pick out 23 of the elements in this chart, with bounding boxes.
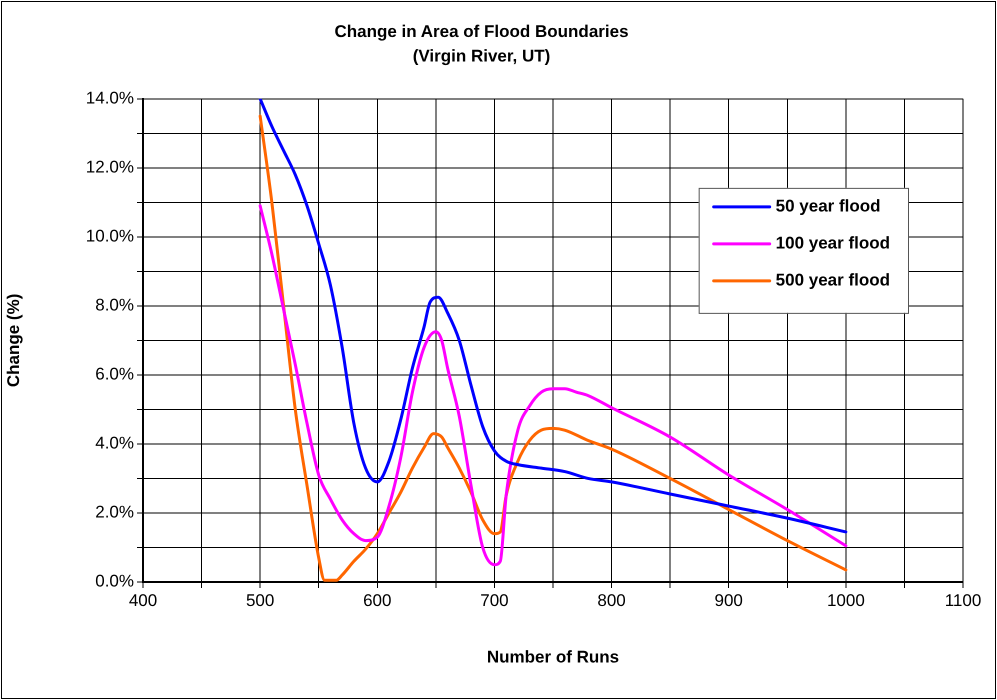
x-tick-label: 400 — [128, 590, 158, 610]
x-tick-label: 800 — [597, 590, 626, 610]
legend-label: 50 year flood — [776, 196, 881, 216]
chart-subtitle: (Virgin River, UT) — [412, 46, 550, 66]
x-tick-label: 500 — [246, 590, 274, 610]
y-tick-label: 2.0% — [95, 502, 134, 522]
y-tick-label: 14.0% — [86, 88, 134, 108]
x-tick-label: 1100 — [944, 590, 982, 610]
y-tick-label: 0.0% — [95, 572, 134, 591]
legend-label: 500 year flood — [776, 270, 890, 290]
x-tick-label: 600 — [363, 590, 392, 610]
y-tick-label: 12.0% — [86, 158, 134, 177]
chart-title: Change in Area of Flood Boundaries — [334, 22, 629, 41]
y-axis-title: Change (%) — [4, 294, 23, 388]
x-tick-label: 900 — [714, 590, 743, 610]
y-tick-label: 10.0% — [86, 226, 134, 246]
y-tick-label: 8.0% — [95, 296, 134, 315]
x-tick-label: 700 — [480, 590, 509, 610]
y-tick-label: 4.0% — [95, 434, 134, 453]
legend-label: 100 year flood — [776, 234, 890, 253]
y-tick-label: 6.0% — [95, 364, 134, 384]
x-axis-title: Number of Runs — [486, 647, 620, 666]
x-tick-label: 1000 — [826, 590, 865, 610]
